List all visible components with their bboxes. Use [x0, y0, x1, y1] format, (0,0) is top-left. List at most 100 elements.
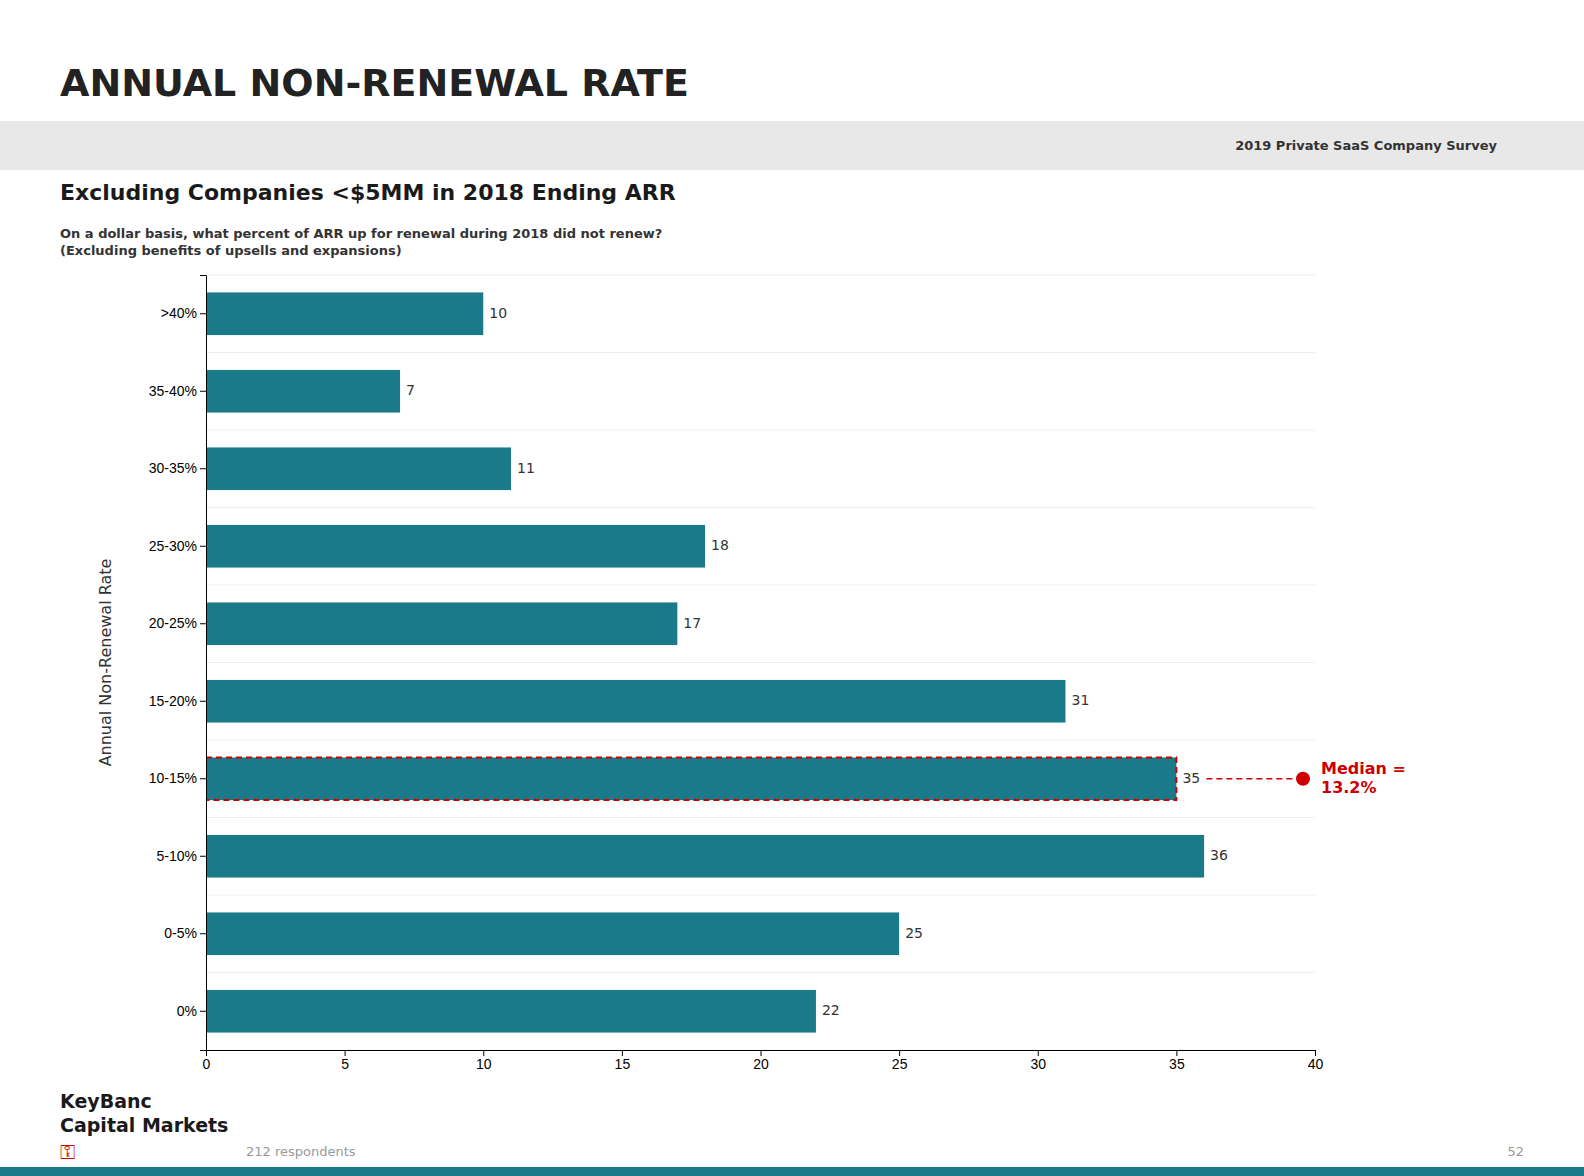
separator	[206, 895, 1315, 896]
y-tick-mark	[200, 1011, 206, 1012]
median-label: Median =13.2%	[1321, 759, 1406, 797]
bar	[206, 292, 483, 335]
y-tick: 35-40%	[149, 383, 206, 399]
median-line	[1206, 778, 1295, 780]
data-label: 18	[711, 537, 729, 553]
median-dot	[1296, 772, 1310, 786]
data-label: 31	[1071, 692, 1089, 708]
x-tick-label: 25	[892, 1056, 908, 1072]
bar	[206, 602, 677, 645]
plot-area: 2225363531171811710Median =13.2%05101520…	[96, 275, 1406, 1072]
y-axis: 0% 0-5% 5-10% 10-15% 15-20% 20-25% 25-30% 30-35…	[149, 276, 207, 1051]
separator	[206, 275, 1315, 276]
y-axis-label: Annual Non-Renewal Rate	[96, 559, 115, 767]
x-tick: 35	[1169, 1050, 1185, 1072]
x-tick-label: 20	[753, 1056, 769, 1072]
separator	[206, 740, 1315, 741]
page-number: 52	[1507, 1144, 1524, 1159]
x-tick: 20	[753, 1050, 769, 1072]
data-labels: 2225363531171811710	[406, 305, 1228, 1019]
banner	[0, 121, 1584, 170]
y-tick-label: 0%	[177, 1003, 197, 1019]
footer-text: Capital Markets	[60, 1114, 228, 1136]
background	[0, 0, 1584, 1176]
y-tick: 30-35%	[149, 460, 206, 476]
y-tick-mark	[200, 313, 206, 314]
footer-text: KeyBanc	[60, 1090, 152, 1112]
y-tick-label: 15-20%	[149, 693, 197, 709]
y-tick-label: >40%	[161, 305, 197, 321]
chart-container: ANNUAL NON-RENEWAL RATE 2019 Private SaaS…	[0, 0, 1584, 1176]
separators	[206, 275, 1315, 1050]
y-tick: 0-5%	[164, 925, 206, 941]
y-tick-mark	[200, 701, 206, 702]
y-tick: 5-10%	[157, 848, 206, 864]
data-label: 25	[905, 925, 923, 941]
separator	[206, 352, 1315, 353]
x-tick-label: 40	[1308, 1056, 1324, 1072]
x-tick-label: 15	[615, 1056, 631, 1072]
x-tick: 25	[892, 1050, 908, 1072]
y-tick: 15-20%	[149, 693, 206, 709]
text-line: On a dollar basis, what percent of ARR u…	[60, 226, 662, 241]
x-tick: 0	[203, 1050, 211, 1072]
y-tick: >40%	[161, 305, 206, 321]
data-label: 11	[517, 460, 535, 476]
separator	[206, 972, 1315, 973]
title: ANNUAL NON-RENEWAL RATE	[60, 61, 689, 105]
x-tick-label: 35	[1169, 1056, 1185, 1072]
median-annotation: Median =13.2%	[1206, 759, 1406, 797]
footer-icon: ⚿	[60, 1140, 75, 1164]
bottom-bar	[0, 1167, 1584, 1176]
question: On a dollar basis, what percent of ARR u…	[60, 226, 662, 258]
x-tick: 15	[615, 1050, 631, 1072]
y-tick: 25-30%	[149, 538, 206, 554]
bar	[206, 835, 1204, 878]
y-tick-label: 30-35%	[149, 460, 197, 476]
y-tick-label: 10-15%	[149, 770, 197, 786]
bar	[206, 447, 511, 490]
chart-svg: ANNUAL NON-RENEWAL RATE 2019 Private SaaS…	[0, 0, 1584, 1176]
text-line: 13.2%	[1321, 778, 1377, 797]
data-label: 7	[406, 382, 415, 398]
text-line: Median =	[1321, 759, 1406, 778]
y-tick-label: 25-30%	[149, 538, 197, 554]
separator	[206, 430, 1315, 431]
text-line: (Excluding benefits of upsells and expan…	[60, 243, 402, 258]
y-tick: 20-25%	[149, 615, 206, 631]
y-tick-mark	[200, 933, 206, 934]
bar	[206, 990, 816, 1033]
data-label: 36	[1210, 847, 1228, 863]
respondents: 212 respondents	[246, 1144, 356, 1159]
subtitle: Excluding Companies <$5MM in 2018 Ending…	[60, 180, 676, 205]
survey-label: 2019 Private SaaS Company Survey	[1235, 138, 1497, 153]
bar	[206, 525, 705, 568]
y-tick-mark	[200, 856, 206, 857]
y-tick: 0%	[177, 1003, 206, 1019]
data-label: 10	[489, 305, 507, 321]
x-tick: 30	[1030, 1050, 1046, 1072]
y-tick-mark	[200, 546, 206, 547]
axis-domain	[200, 276, 207, 1051]
bar	[206, 757, 1176, 800]
x-tick: 40	[1308, 1050, 1324, 1072]
bar	[206, 912, 899, 955]
x-tick: 10	[476, 1050, 492, 1072]
bars	[206, 292, 1204, 1032]
x-tick-label: 10	[476, 1056, 492, 1072]
y-tick-mark	[200, 623, 206, 624]
y-tick-label: 0-5%	[164, 925, 197, 941]
y-tick-mark	[200, 391, 206, 392]
y-tick-mark	[200, 468, 206, 469]
bar	[206, 370, 400, 413]
data-label: 22	[822, 1002, 840, 1018]
x-axis: 0 5 10 15 20 25 30 35 40	[203, 1050, 1324, 1072]
data-label: 35	[1182, 770, 1200, 786]
y-tick: 10-15%	[149, 770, 206, 786]
y-tick-mark	[200, 778, 206, 779]
x-tick-label: 5	[341, 1056, 349, 1072]
y-tick-label: 20-25%	[149, 615, 197, 631]
separator	[206, 585, 1315, 586]
bar	[206, 680, 1065, 723]
x-tick-label: 0	[203, 1056, 211, 1072]
